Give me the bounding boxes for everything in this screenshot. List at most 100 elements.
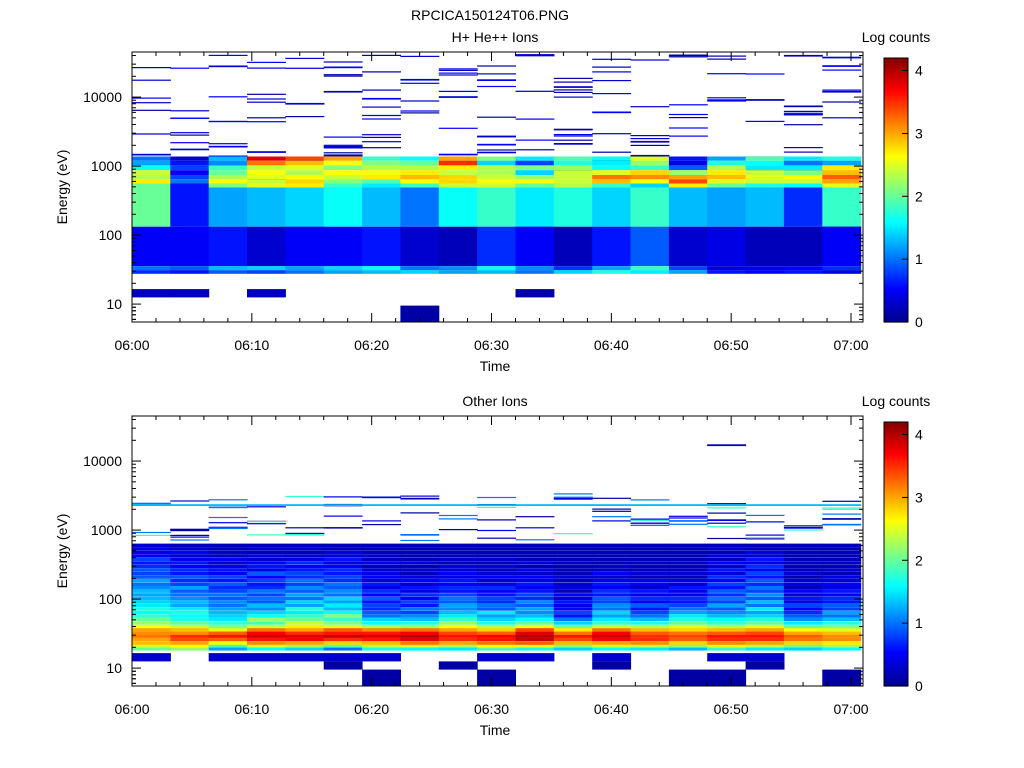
colorbar-swatch xyxy=(884,479,908,482)
figure-title: RPCICA150124T06.PNG xyxy=(411,7,569,23)
spectrogram-cell xyxy=(362,170,401,175)
spectrogram-cell xyxy=(247,61,286,63)
spectrogram-cell xyxy=(438,610,478,615)
colorbar-swatch xyxy=(884,653,908,656)
spectrogram-cell xyxy=(592,504,632,506)
spectrogram-cell xyxy=(592,80,632,82)
spectrogram-cell xyxy=(438,641,478,645)
spectrogram-cell xyxy=(323,610,363,615)
spectrogram-cell xyxy=(553,607,593,611)
spectrogram-cell xyxy=(323,145,363,147)
spectrogram-cell xyxy=(745,607,785,611)
spectrogram-cell xyxy=(592,516,632,518)
colorbar-swatch xyxy=(884,240,908,244)
axes: 06:00 06:10 06:20 06:30 06:40 06:50 07:00 10 100… xyxy=(83,52,869,353)
colorbar-swatch xyxy=(884,571,908,575)
x-tick-label: 07:00 xyxy=(833,337,868,353)
spectrogram-cell xyxy=(323,578,363,583)
spectrogram-cell xyxy=(285,561,325,565)
spectrogram-cell xyxy=(400,554,440,558)
spectrogram-cell xyxy=(170,67,210,69)
spectrogram-cell xyxy=(247,183,286,188)
spectrogram-cell xyxy=(707,99,747,101)
spectrogram-cell xyxy=(822,270,862,274)
spectrogram-cell xyxy=(362,160,401,166)
spectrogram-cell xyxy=(592,641,632,645)
spectrogram-cell xyxy=(438,90,478,92)
spectrogram-cell xyxy=(630,138,670,140)
spectrogram-cell xyxy=(515,554,555,558)
spectrogram-cell xyxy=(707,571,747,576)
spectrogram-cell xyxy=(170,628,210,632)
colorbar-swatch xyxy=(884,452,908,456)
spectrogram-cell xyxy=(553,557,593,562)
spectrogram-cell xyxy=(745,589,785,593)
spectrogram-cell xyxy=(783,610,823,615)
spectrogram-cell xyxy=(783,634,823,638)
spectrogram-cell xyxy=(668,564,708,569)
colorbar-label: Log counts xyxy=(862,29,931,45)
spectrogram-cell xyxy=(592,266,632,271)
spectrogram-cell xyxy=(132,637,171,642)
spectrogram-cell xyxy=(362,600,401,604)
spectrogram-cell xyxy=(630,564,670,569)
spectrogram-cell xyxy=(707,526,747,528)
spectrogram-cell xyxy=(285,610,325,615)
spectrogram-cell xyxy=(592,575,632,579)
spectrogram-cell xyxy=(285,600,325,604)
spectrogram-cell xyxy=(285,527,325,529)
spectrogram-cell xyxy=(247,117,286,119)
spectrogram-cell xyxy=(707,554,747,558)
spectrogram-cell xyxy=(170,571,210,576)
spectrogram-cell xyxy=(515,614,555,618)
spectrogram-cell xyxy=(553,187,593,227)
spectrogram-cell xyxy=(323,596,363,601)
colorbar-swatch xyxy=(884,540,908,544)
spectrogram-cell xyxy=(630,543,670,547)
colorbar-swatch xyxy=(884,212,908,215)
spectrogram-cell xyxy=(438,226,478,267)
spectrogram-cell xyxy=(515,160,555,166)
spectrogram-cell xyxy=(783,187,823,227)
x-tick-label: 06:30 xyxy=(474,337,509,353)
spectrogram-cell xyxy=(707,593,747,597)
colorbar-tick-label: 4 xyxy=(915,427,923,443)
spectrogram-cell xyxy=(323,179,363,184)
spectrogram-cell xyxy=(783,110,823,112)
spectrogram-cell xyxy=(285,593,325,597)
spectrogram-cell xyxy=(400,543,440,547)
spectrogram-cell xyxy=(707,58,747,60)
colorbar-swatch xyxy=(884,620,908,623)
spectrogram-cell xyxy=(592,600,632,604)
spectrogram-cell xyxy=(630,499,670,501)
colorbar-swatch xyxy=(884,214,908,217)
spectrogram-cell xyxy=(707,503,747,505)
colorbar-swatch xyxy=(884,238,908,242)
x-tick-label: 06:10 xyxy=(234,701,269,717)
spectrogram-cell xyxy=(783,554,823,558)
spectrogram-cell xyxy=(592,170,632,175)
spectrogram-cell xyxy=(592,653,632,662)
spectrogram-cell xyxy=(285,165,325,171)
spectrogram-cell xyxy=(668,634,708,638)
colorbar-swatch xyxy=(884,205,908,209)
colorbar-swatch xyxy=(884,77,908,81)
spectrogram-cell xyxy=(745,175,785,180)
spectrogram-cell xyxy=(630,578,670,583)
spectrogram-cell xyxy=(515,568,555,572)
colorbar-swatch xyxy=(884,313,908,316)
spectrogram-cell xyxy=(515,603,555,608)
spectrogram-cell xyxy=(362,504,401,506)
spectrogram-cell xyxy=(362,226,401,267)
spectrogram-cell xyxy=(438,575,478,579)
spectrogram-cell xyxy=(630,600,670,604)
spectrogram-cell xyxy=(630,144,670,146)
spectrogram-cell xyxy=(170,160,210,166)
spectrogram-cell xyxy=(630,557,670,562)
spectrogram-cell xyxy=(285,543,325,547)
spectrogram-cell xyxy=(323,586,363,590)
spectrogram-cell xyxy=(477,504,516,506)
spectrogram-cell xyxy=(362,543,401,547)
colorbar-swatch xyxy=(884,633,908,636)
spectrogram-cell xyxy=(592,497,632,499)
